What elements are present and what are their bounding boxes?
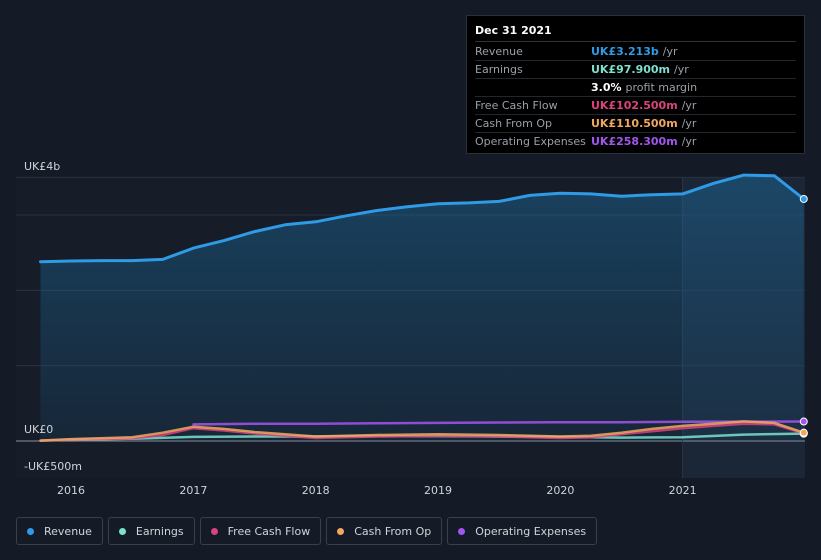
free-cash-flow-line <box>39 422 806 442</box>
operating-expenses-line <box>192 420 806 426</box>
tooltip-row-label: Operating Expenses <box>475 135 586 148</box>
legend-label: Free Cash Flow <box>227 524 311 538</box>
revenue-end-point <box>799 194 808 203</box>
tooltip-row: Revenue UK£3.213b/yr <box>475 43 796 61</box>
tooltip-row-unit: /yr <box>681 135 697 148</box>
legend-item-operating-expenses[interactable]: Operating Expenses <box>447 517 598 545</box>
tooltip-row: Free Cash Flow UK£102.500m/yr <box>475 97 796 115</box>
tooltip-date: Dec 31 2021 <box>475 24 796 42</box>
x-tick-label: 2020 <box>546 484 574 497</box>
legend-label: Operating Expenses <box>475 524 587 538</box>
chart: UK£4b UK£0 -UK£500m 2016 2017 2018 2019 2020 202… <box>16 160 808 497</box>
x-tick-label: 2016 <box>57 484 85 497</box>
legend-dot-icon <box>210 527 218 535</box>
tooltip-row-value: UK£110.500m <box>591 117 678 130</box>
tooltip-row-value: UK£3.213b <box>591 45 659 58</box>
tooltip-row-unit: profit margin <box>625 81 698 94</box>
tooltip-row-label: Revenue <box>475 45 523 58</box>
x-tick-label: 2021 <box>669 484 697 497</box>
operating-expenses-end-point <box>799 417 808 426</box>
legend-dot-icon <box>337 527 345 535</box>
tooltip-row: Operating Expenses UK£258.300m/yr <box>475 133 796 150</box>
x-tick-label: 2019 <box>424 484 452 497</box>
legend-dot-icon <box>458 527 466 535</box>
tooltip-row-unit: /yr <box>662 45 678 58</box>
y-axis-top-label: UK£4b <box>24 160 60 173</box>
tooltip-row-value: UK£102.500m <box>591 99 678 112</box>
legend-item-cash-from-op[interactable]: Cash From Op <box>326 517 443 545</box>
tooltip-row: Cash From Op UK£110.500m/yr <box>475 115 796 133</box>
legend-dot-icon <box>27 527 34 535</box>
tooltip-row: 3.0% profit margin <box>475 79 796 97</box>
cash-from-op-line <box>39 420 806 442</box>
tooltip-row-label <box>475 79 591 96</box>
tooltip-row-unit: /yr <box>681 117 697 130</box>
y-axis-zero-label: UK£0 <box>24 423 53 436</box>
tooltip-row-label: Earnings <box>475 63 523 76</box>
tooltip-row-unit: /yr <box>674 63 689 76</box>
legend-label: Revenue <box>44 524 92 538</box>
x-tick-label: 2017 <box>179 484 207 497</box>
tooltip-row-value: UK£97.900m <box>591 63 671 76</box>
tooltip-row-label: Cash From Op <box>475 117 553 130</box>
x-tick-label: 2018 <box>302 484 330 497</box>
tooltip-panel: Dec 31 2021 Revenue UK£3.213b/yr Earnings U… <box>466 15 805 154</box>
legend-label: Cash From Op <box>354 524 432 538</box>
revenue-line <box>39 173 806 264</box>
tooltip-row: Earnings UK£97.900m/yr <box>475 61 796 79</box>
revenue-area <box>40 175 804 441</box>
legend-label: Earnings <box>135 524 184 538</box>
legend-dot-icon <box>118 527 126 535</box>
legend: Revenue Earnings Free Cash Flow Cash From O… <box>16 517 602 545</box>
tooltip-row-value: UK£258.300m <box>591 135 678 148</box>
tooltip-row-label: Free Cash Flow <box>475 99 558 112</box>
tooltip-row-unit: /yr <box>681 99 697 112</box>
legend-item-revenue[interactable]: Revenue <box>16 517 103 545</box>
cash-from-op-end-point <box>799 428 808 437</box>
legend-item-free-cash-flow[interactable]: Free Cash Flow <box>199 517 322 545</box>
tooltip-row-value: 3.0% <box>591 81 622 94</box>
y-axis-bottom-label: -UK£500m <box>24 460 82 473</box>
legend-item-earnings[interactable]: Earnings <box>107 517 195 545</box>
